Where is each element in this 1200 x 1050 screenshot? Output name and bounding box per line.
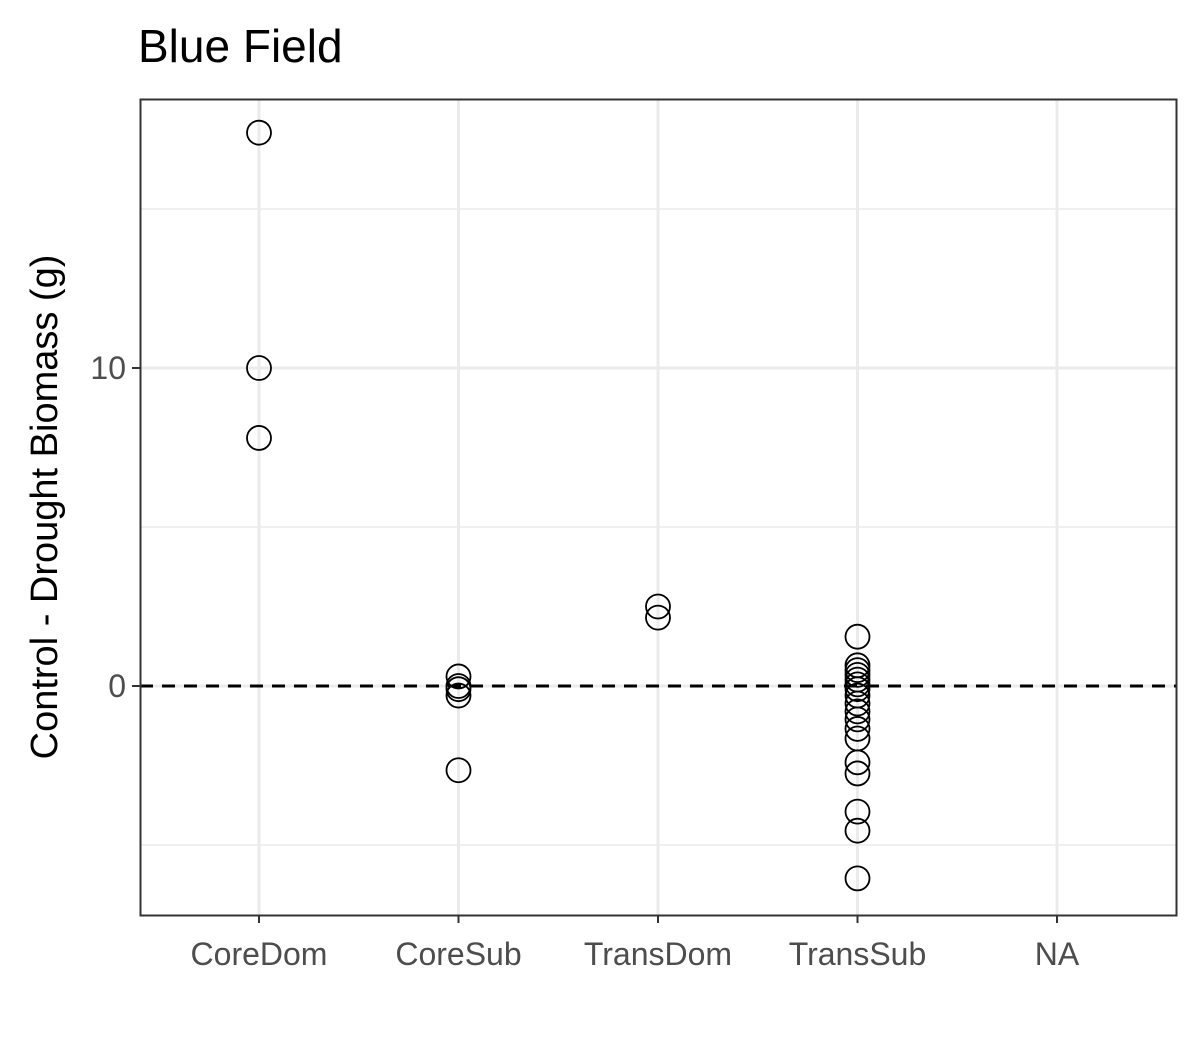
data-point bbox=[645, 593, 671, 620]
data-point bbox=[844, 760, 871, 787]
data-point bbox=[844, 676, 871, 703]
data-point bbox=[844, 661, 871, 688]
gridlines bbox=[140, 100, 1176, 915]
x-tick-label: CoreSub bbox=[395, 936, 521, 972]
data-point bbox=[445, 757, 472, 784]
data-point bbox=[844, 690, 871, 717]
x-axis: CoreDom CoreSub TransDom TransSub NA bbox=[191, 915, 1080, 972]
x-tick-label: TransSub bbox=[789, 936, 927, 972]
x-tick-label: TransDom bbox=[584, 936, 732, 972]
x-tick-label: NA bbox=[1035, 936, 1080, 972]
data-point bbox=[844, 865, 871, 892]
data-point bbox=[844, 817, 871, 844]
y-axis-title: Control - Drought Biomass (g) bbox=[24, 255, 66, 760]
data-point bbox=[844, 671, 871, 698]
data-points bbox=[246, 119, 871, 892]
data-point bbox=[445, 682, 472, 709]
data-point bbox=[844, 749, 871, 776]
data-point bbox=[445, 663, 472, 690]
y-tick-label: 10 bbox=[90, 350, 126, 386]
data-point bbox=[445, 676, 472, 703]
data-point bbox=[844, 706, 871, 733]
x-tick-label: CoreDom bbox=[191, 936, 328, 972]
y-tick-label: 0 bbox=[108, 668, 126, 704]
data-point bbox=[844, 623, 871, 650]
data-point bbox=[844, 698, 871, 725]
chart-title: Blue Field bbox=[138, 20, 343, 72]
data-point bbox=[844, 657, 871, 683]
data-point bbox=[844, 716, 871, 742]
data-point bbox=[844, 798, 871, 825]
data-point bbox=[645, 604, 671, 631]
data-point bbox=[246, 119, 272, 146]
y-axis: 0 10 bbox=[90, 350, 140, 704]
data-point bbox=[246, 355, 272, 381]
data-point bbox=[246, 425, 272, 451]
